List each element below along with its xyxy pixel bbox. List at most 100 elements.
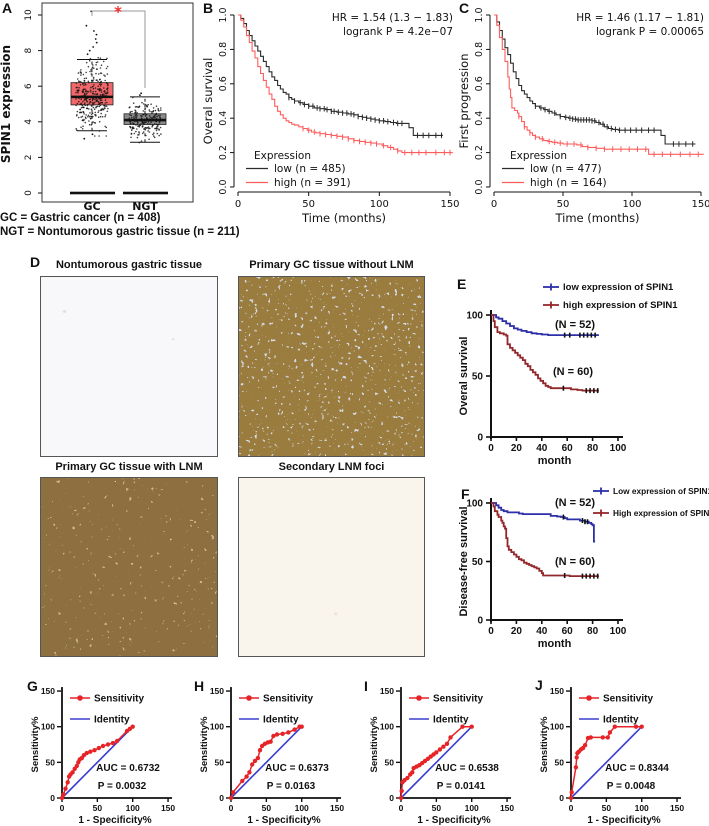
svg-text:Time (months): Time (months) [554,211,639,225]
svg-text:Low expression of SPIN1: Low expression of SPIN1 [613,486,709,496]
survival-curve-low [491,314,599,336]
svg-text:Disease-free survival: Disease-free survival [458,506,470,616]
survival-curve-high [491,314,599,392]
svg-text:0.4: 0.4 [474,111,485,126]
svg-text:First progression: First progression [457,53,471,148]
survival-curve-low [491,502,596,543]
svg-text:150: 150 [440,199,459,210]
histology-title-secondary-lnm: Secondary LNM foci [278,461,385,473]
svg-text:100: 100 [610,626,627,637]
svg-text:150: 150 [41,686,55,696]
svg-text:Expression: Expression [254,150,311,162]
svg-text:0.2: 0.2 [474,145,485,160]
svg-text:100: 100 [126,803,140,813]
svg-text:Sensitivity: Sensitivity [433,694,483,705]
svg-text:100: 100 [466,499,483,510]
svg-text:Overal survival: Overal survival [458,337,470,416]
svg-text:0.0: 0.0 [474,179,485,194]
svg-text:high (n = 164): high (n = 164) [530,177,607,189]
svg-text:50: 50 [472,557,484,568]
svg-text:100: 100 [635,803,649,813]
svg-text:Identity: Identity [603,715,639,726]
svg-text:logrank P = 4.2e−07: logrank P = 4.2e−07 [343,26,453,38]
svg-text:1.0: 1.0 [474,7,485,22]
svg-text:4: 4 [24,119,34,125]
svg-text:150: 150 [210,686,224,696]
panel-j-label: J [535,677,543,693]
svg-text:0: 0 [50,793,55,803]
svg-text:1 - Specificity%: 1 - Specificity% [78,815,151,826]
survival-curve-high [491,502,599,577]
auc-text: AUC = 0.6538 [435,763,499,774]
svg-text:high expression of SPIN1: high expression of SPIN1 [563,300,678,311]
svg-text:low (n = 477): low (n = 477) [530,163,602,175]
svg-text:50: 50 [93,803,103,813]
svg-text:Time (months): Time (months) [301,211,386,225]
svg-text:1 - Specificity%: 1 - Specificity% [417,815,490,826]
svg-text:0: 0 [60,803,65,813]
svg-text:100: 100 [465,803,479,813]
svg-text:50: 50 [432,803,442,813]
panel-a-label: A [2,0,13,16]
svg-text:low expression of SPIN1: low expression of SPIN1 [563,282,674,293]
svg-text:150: 150 [670,803,684,813]
svg-text:Sensitivity%: Sensitivity% [539,716,550,773]
p-text: P = 0.0141 [437,781,486,792]
svg-text:100: 100 [295,803,309,813]
svg-text:Sensitivity: Sensitivity [263,694,313,705]
svg-text:Identity: Identity [433,715,469,726]
svg-text:2: 2 [24,155,34,161]
caption-line-gc: GC = Gastric cancer (n = 408) [0,212,161,224]
svg-text:50: 50 [385,757,395,767]
svg-text:HR = 1.54 (1.3 − 1.83): HR = 1.54 (1.3 − 1.83) [332,12,453,24]
significance-bracket [91,10,146,88]
svg-text:Overal survival: Overal survival [201,58,215,145]
panel-e-km-overall-survival: 0 50 100 0 20 40 60 80 100 Overal survival month lo… [458,282,678,467]
svg-text:50: 50 [262,803,272,813]
svg-text:150: 150 [500,803,514,813]
svg-text:150: 150 [161,803,175,813]
svg-text:0: 0 [219,793,224,803]
panel-a-caption: GC = Gastric cancer (n = 408) NGT = Nont… [0,212,240,239]
panel-j-roc: 00 50 50 100 100 150 150 Sensitivity% 1 - Specif… [539,686,684,826]
svg-text:40: 40 [536,626,548,637]
panel-c-km-first-progression: 0 50 100 150 0.0 0.2 0.4 0.6 0.8 1.0 First progres… [457,7,709,225]
svg-text:low (n = 485): low (n = 485) [274,163,346,175]
svg-text:50: 50 [302,199,315,210]
svg-text:0: 0 [477,616,483,627]
svg-text:SPIN1 expression: SPIN1 expression [0,45,13,163]
svg-text:NGT: NGT [132,200,158,213]
svg-text:150: 150 [691,199,709,210]
svg-text:50: 50 [46,757,56,767]
p-text: P = 0.0163 [267,781,316,792]
svg-text:0: 0 [488,443,494,454]
svg-text:0: 0 [477,433,483,444]
svg-text:80: 80 [587,443,599,454]
auc-text: AUC = 0.6732 [96,763,160,774]
svg-text:10: 10 [24,9,34,21]
p-text: P = 0.0032 [98,781,147,792]
n-label: (N = 52) [555,497,595,509]
svg-text:1 - Specificity%: 1 - Specificity% [587,815,660,826]
svg-text:0.4: 0.4 [218,111,229,126]
svg-text:Identity: Identity [263,715,299,726]
svg-text:High expression of SPIN1: High expression of SPIN1 [613,508,709,518]
n-label: (N = 60) [553,366,593,378]
svg-text:month: month [538,638,572,650]
svg-text:month: month [538,455,572,467]
svg-text:50: 50 [215,757,225,767]
svg-text:0: 0 [491,199,497,210]
svg-text:100: 100 [622,199,641,210]
svg-text:80: 80 [587,626,599,637]
svg-text:150: 150 [380,686,394,696]
svg-text:100: 100 [466,311,483,322]
svg-text:50: 50 [555,757,565,767]
panel-a-boxplot: 0 2 4 6 8 10 SPIN1 expression GC NGT * [0,2,194,213]
n-label: (N = 60) [555,556,595,568]
identity-line [61,726,134,799]
panel-e-label: E [457,276,467,292]
histology-title-gc-with-lnm: Primary GC tissue with LNM [55,461,203,473]
identity-line [570,726,643,799]
svg-text:100: 100 [41,722,55,732]
